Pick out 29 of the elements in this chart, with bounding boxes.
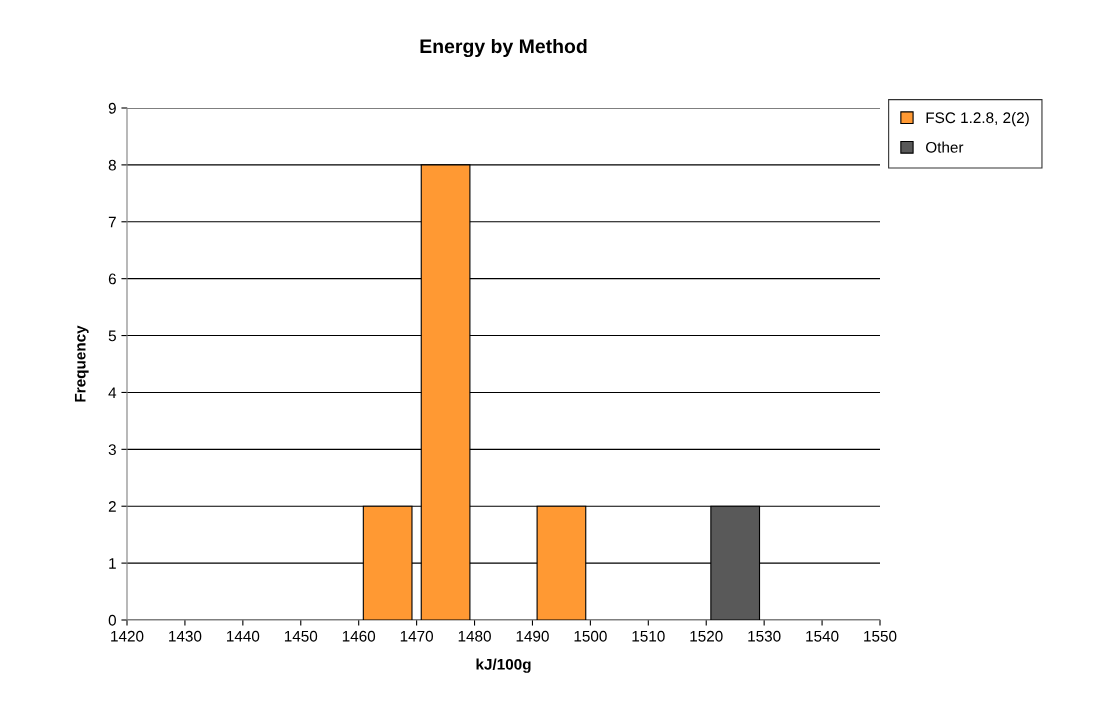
x-tick-label: 1480 [458,630,491,642]
legend-label: FSC 1.2.8, 2(2) [926,111,1029,127]
y-tick-label: 6 [108,273,116,285]
chart-title: Energy by Method [420,38,587,58]
x-tick-label: 1520 [690,630,723,642]
x-tick-label: 1500 [574,630,607,642]
y-tick-label: 8 [108,159,116,171]
x-tick-label: 1490 [516,630,549,642]
x-tick-label: 1440 [227,630,260,642]
y-tick-label: 0 [108,614,116,626]
x-tick-label: 1550 [864,630,897,642]
x-tick-label: 1510 [632,630,665,642]
x-tick-label: 1430 [169,630,202,642]
x-tick-label: 1540 [806,630,839,642]
x-tick-label: 1450 [284,630,318,642]
y-tick-label: 2 [108,501,116,512]
x-tick-label: 1530 [748,630,781,642]
y-tick-label: 7 [108,216,116,228]
x-tick-label: 1420 [111,630,144,642]
x-tick-label: 1470 [400,630,434,642]
y-tick-label: 3 [108,444,116,456]
y-tick-label: 9 [108,102,116,114]
y-tick-label: 5 [108,330,116,342]
x-axis-title: kJ/100g [476,658,531,673]
y-tick-label: 4 [108,387,117,398]
y-tick-label: 1 [109,558,116,569]
x-tick-label: 1460 [342,630,376,642]
legend-label: Other [926,141,964,153]
y-axis-title: Frequency [74,325,89,402]
